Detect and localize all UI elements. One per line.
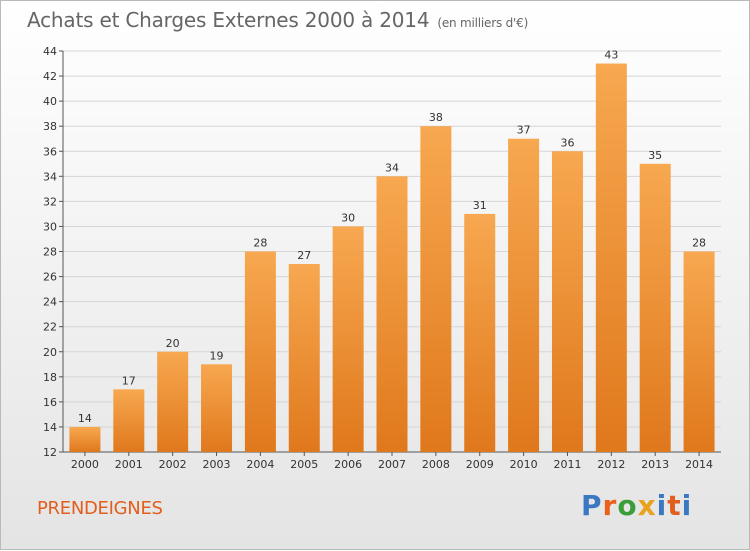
bar-value-label: 17	[122, 374, 136, 387]
x-tick-label: 2012	[597, 458, 625, 471]
bar-value-label: 34	[385, 161, 399, 174]
logo-letter: P	[581, 489, 603, 522]
x-tick-label: 2005	[290, 458, 318, 471]
bar	[244, 251, 276, 452]
y-tick-label: 28	[43, 246, 57, 259]
bar	[464, 213, 496, 452]
x-tick-label: 2006	[334, 458, 362, 471]
y-tick-label: 26	[43, 271, 57, 284]
bar-value-label: 14	[78, 412, 92, 425]
y-tick-label: 12	[43, 446, 57, 459]
bar-value-label: 20	[166, 337, 180, 350]
logo-letter: r	[602, 489, 618, 522]
x-tick-label: 2004	[246, 458, 274, 471]
bar-value-label: 31	[473, 199, 487, 212]
bar-value-label: 36	[560, 136, 574, 149]
y-tick-label: 30	[43, 220, 57, 233]
bar-value-label: 19	[210, 349, 224, 362]
x-tick-label: 2014	[685, 458, 713, 471]
bar	[420, 126, 452, 452]
y-tick-label: 20	[43, 346, 57, 359]
bar	[332, 226, 364, 452]
x-tick-label: 2013	[641, 458, 669, 471]
x-tick-label: 2002	[159, 458, 187, 471]
x-tick-label: 2003	[203, 458, 231, 471]
bar-value-label: 43	[604, 49, 618, 62]
y-tick-label: 36	[43, 145, 57, 158]
x-tick-label: 2011	[553, 458, 581, 471]
bar-value-label: 37	[517, 124, 531, 137]
bar	[113, 389, 145, 452]
x-tick-label: 2001	[115, 458, 143, 471]
chart-title-text: Achats et Charges Externes 2000 à 2014	[27, 8, 430, 32]
bar	[551, 151, 583, 452]
y-tick-label: 22	[43, 321, 57, 334]
bar	[288, 264, 320, 452]
bar-value-label: 38	[429, 111, 443, 124]
bar	[157, 351, 189, 452]
bar	[639, 163, 671, 452]
bar	[508, 138, 540, 452]
bar-value-label: 35	[648, 149, 662, 162]
bar	[69, 426, 101, 452]
chart-title: Achats et Charges Externes 2000 à 2014 (e…	[27, 8, 528, 32]
bar-value-label: 28	[692, 237, 706, 250]
logo-letter: i	[681, 489, 693, 522]
commune-name: PRENDEIGNES	[37, 498, 163, 519]
x-tick-label: 2007	[378, 458, 406, 471]
logo-letter: t	[667, 489, 682, 522]
y-tick-label: 38	[43, 120, 57, 133]
y-tick-label: 40	[43, 95, 57, 108]
logo-letter: x	[637, 489, 657, 522]
logo-letter: o	[617, 489, 638, 522]
bar-value-label: 27	[297, 249, 311, 262]
y-tick-label: 32	[43, 195, 57, 208]
x-tick-label: 2008	[422, 458, 450, 471]
y-tick-label: 18	[43, 371, 57, 384]
bar	[683, 251, 715, 452]
y-tick-label: 16	[43, 396, 57, 409]
logo-letter: i	[656, 489, 668, 522]
bar-value-label: 28	[253, 237, 267, 250]
proxiti-logo[interactable]: Proxiti	[581, 489, 692, 522]
x-tick-label: 2010	[510, 458, 538, 471]
x-tick-label: 2000	[71, 458, 99, 471]
bar-value-label: 30	[341, 211, 355, 224]
chart-subtitle: (en milliers d'€)	[437, 16, 529, 30]
bars: 14 17 20 19 28 27 30 34 38 31 37 36 43 35 28	[69, 49, 715, 452]
y-tick-label: 44	[43, 45, 57, 58]
bar	[595, 63, 627, 452]
bar	[376, 176, 408, 452]
y-tick-label: 14	[43, 421, 57, 434]
bar	[201, 364, 233, 452]
x-tick-label: 2009	[466, 458, 494, 471]
y-tick-label: 42	[43, 70, 57, 83]
y-tick-label: 34	[43, 170, 57, 183]
y-tick-label: 24	[43, 296, 57, 309]
